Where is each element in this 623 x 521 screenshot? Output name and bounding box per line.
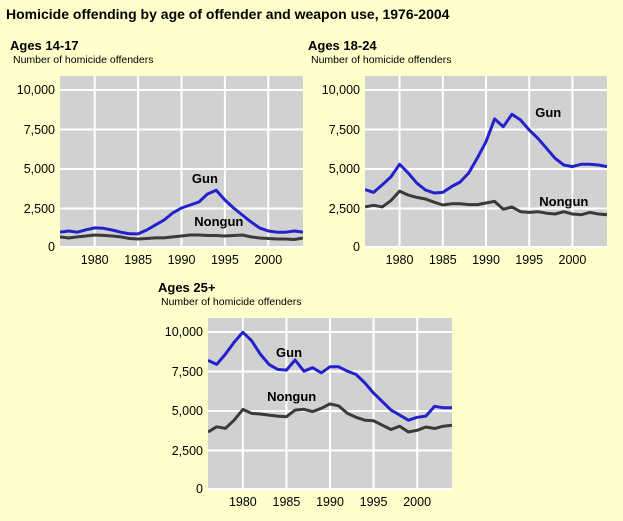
plot-background [60, 76, 303, 248]
series-label-gun: Gun [191, 170, 218, 186]
x-tick-label: 1985 [272, 495, 301, 509]
y-tick-label: 0 [48, 240, 55, 254]
chart-title: Ages 14-17 [10, 38, 79, 53]
y-tick-label: 7,500 [171, 364, 203, 379]
y-tick-label: 7,500 [23, 122, 55, 137]
x-tick-label: 1995 [515, 253, 544, 267]
x-tick-label: 1990 [472, 253, 500, 267]
series-label-nongun: Nongun [539, 193, 589, 209]
y-tick-label: 2,500 [23, 201, 55, 216]
plot-area [60, 76, 303, 248]
x-tick-label: 2000 [254, 253, 283, 267]
plot-background [208, 318, 452, 490]
chart-y-axis-label: Number of homicide offenders [311, 54, 452, 66]
plot-area [365, 76, 607, 248]
series-label-nongun: Nongun [194, 214, 244, 230]
x-tick-label: 2000 [558, 253, 587, 267]
nongun-line [60, 233, 303, 241]
x-tick-label: 1980 [385, 253, 414, 267]
y-tick-label: 10,000 [164, 325, 203, 339]
chart-y-axis-label: Number of homicide offenders [13, 54, 154, 66]
plot-area [208, 318, 452, 490]
x-tick-label: 1980 [228, 495, 257, 509]
y-tick-label: 10,000 [321, 83, 360, 97]
y-tick-label: 0 [353, 240, 360, 254]
x-tick-label: 1995 [210, 253, 239, 267]
plot-background [365, 76, 607, 248]
y-tick-label: 5,000 [328, 162, 360, 176]
y-tick-label: 5,000 [171, 404, 203, 418]
y-tick-label: 5,000 [23, 162, 55, 176]
x-tick-label: 1990 [316, 495, 344, 509]
series-label-gun: Gun [535, 105, 562, 121]
y-tick-label: 2,500 [328, 201, 360, 216]
x-tick-label: 1995 [359, 495, 388, 509]
gun-line [365, 112, 607, 195]
x-tick-label: 1990 [167, 253, 196, 267]
x-tick-label: 1980 [80, 253, 109, 267]
x-tick-label: 1985 [428, 253, 457, 267]
nongun-line [365, 189, 607, 217]
page-title: Homicide offending by age of offender an… [6, 6, 450, 22]
x-tick-label: 2000 [403, 495, 432, 509]
gun-line [208, 330, 452, 422]
series-label-nongun: Nongun [267, 389, 317, 405]
y-tick-label: 7,500 [328, 122, 360, 137]
chart-title: Ages 18-24 [308, 38, 377, 53]
gun-line [60, 188, 303, 236]
y-tick-label: 10,000 [16, 83, 55, 97]
y-tick-label: 2,500 [171, 443, 203, 458]
nongun-line [208, 402, 452, 434]
series-label-gun: Gun [276, 345, 303, 361]
chart-y-axis-label: Number of homicide offenders [161, 296, 302, 308]
y-tick-label: 0 [196, 482, 203, 496]
x-tick-label: 1985 [124, 253, 152, 267]
chart-title: Ages 25+ [158, 280, 216, 295]
